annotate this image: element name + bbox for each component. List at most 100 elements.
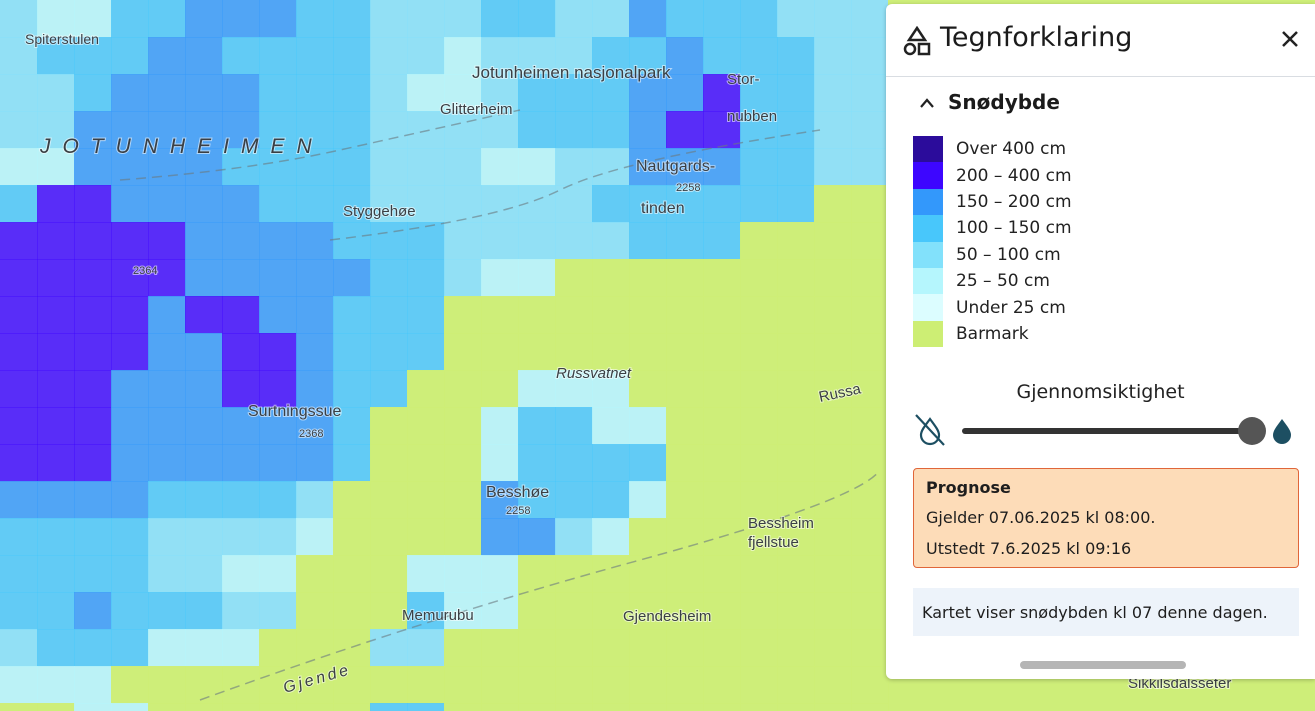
- snow-cell: [0, 333, 38, 371]
- snow-cell: [370, 481, 408, 519]
- snow-cell: [518, 259, 556, 297]
- legend-icon: [903, 26, 931, 56]
- snow-cell: [703, 296, 741, 334]
- snow-cell: [148, 370, 186, 408]
- height-label: 2258: [506, 505, 530, 517]
- opaque-icon: [1273, 419, 1291, 444]
- snow-cell: [0, 481, 38, 519]
- height-label: 2368: [299, 428, 323, 440]
- snow-cell: [296, 555, 334, 593]
- snow-cell: [259, 74, 297, 112]
- snow-cell: [703, 148, 741, 186]
- snow-cell: [259, 148, 297, 186]
- snow-cell: [296, 481, 334, 519]
- snow-cell: [629, 296, 667, 334]
- legend-swatch: [913, 267, 943, 295]
- snow-cell: [222, 111, 260, 149]
- snow-cell: [185, 592, 223, 630]
- snow-cell: [629, 259, 667, 297]
- snow-cell: [222, 185, 260, 223]
- snow-cell: [148, 444, 186, 482]
- snow-cell: [296, 259, 334, 297]
- place-label: Stor-: [727, 71, 760, 88]
- snow-cell: [592, 518, 630, 556]
- snow-cell: [666, 629, 704, 667]
- snow-cell: [740, 111, 778, 149]
- snow-cell: [370, 666, 408, 704]
- legend-item: Over 400 cm: [913, 136, 1072, 163]
- close-button[interactable]: [1281, 30, 1299, 48]
- snow-cell: [185, 296, 223, 334]
- slider-knob[interactable]: [1238, 417, 1266, 445]
- snow-cell: [296, 444, 334, 482]
- place-label: Glitterheim: [440, 101, 513, 118]
- snow-cell: [666, 74, 704, 112]
- snow-cell: [703, 222, 741, 260]
- snow-cell: [296, 333, 334, 371]
- snow-cell: [518, 37, 556, 75]
- snow-cell: [185, 0, 223, 38]
- place-label: Gjendesheim: [623, 608, 711, 625]
- snow-cell: [851, 444, 889, 482]
- snow-cell: [666, 0, 704, 38]
- snow-cell: [666, 333, 704, 371]
- snow-cell: [0, 703, 38, 711]
- snow-cell: [185, 74, 223, 112]
- section-title[interactable]: Snødybde: [948, 90, 1060, 114]
- snow-cell: [185, 555, 223, 593]
- snow-cell: [0, 629, 38, 667]
- snow-cell: [592, 481, 630, 519]
- snow-cell: [148, 148, 186, 186]
- snow-cell: [259, 259, 297, 297]
- snow-cell: [666, 111, 704, 149]
- height-label: 2258: [676, 182, 700, 194]
- snow-cell: [111, 481, 149, 519]
- snow-cell: [814, 259, 852, 297]
- snow-cell: [851, 703, 889, 711]
- snow-cell: [592, 555, 630, 593]
- snow-cell: [851, 629, 889, 667]
- snow-cell: [851, 222, 889, 260]
- snow-cell: [185, 518, 223, 556]
- snow-cell: [555, 222, 593, 260]
- snow-cell: [185, 148, 223, 186]
- snow-cell: [444, 407, 482, 445]
- snow-cell: [111, 296, 149, 334]
- snow-cell: [814, 111, 852, 149]
- legend-label: Barmark: [956, 323, 1029, 344]
- snow-cell: [703, 703, 741, 711]
- snow-cell: [185, 481, 223, 519]
- snow-cell: [444, 629, 482, 667]
- snow-cell: [851, 259, 889, 297]
- snow-cell: [555, 37, 593, 75]
- snow-cell: [296, 185, 334, 223]
- snow-cell: [111, 592, 149, 630]
- snow-cell: [592, 703, 630, 711]
- legend-panel: Tegnforklaring Snødybde Over 400 cm 200 –…: [886, 4, 1315, 679]
- collapse-toggle[interactable]: [919, 97, 935, 109]
- snow-cell: [296, 222, 334, 260]
- scrollbar[interactable]: [1020, 661, 1186, 669]
- snow-cell: [370, 148, 408, 186]
- snow-cell: [222, 518, 260, 556]
- snow-cell: [74, 185, 112, 223]
- snow-cell: [74, 296, 112, 334]
- snow-cell: [481, 555, 519, 593]
- snow-cell: [814, 0, 852, 38]
- info-box: Kartet viser snødybden kl 07 denne dagen…: [913, 588, 1299, 636]
- snow-cell: [740, 518, 778, 556]
- snow-cell: [740, 666, 778, 704]
- snow-cell: [444, 259, 482, 297]
- snow-cell: [814, 444, 852, 482]
- snow-cell: [74, 148, 112, 186]
- snow-cell: [37, 148, 75, 186]
- snow-cell: [666, 592, 704, 630]
- place-label: Surtningssue: [248, 403, 341, 420]
- snow-cell: [222, 296, 260, 334]
- snow-cell: [444, 666, 482, 704]
- snow-cell: [407, 444, 445, 482]
- snow-cell: [111, 111, 149, 149]
- snow-cell: [111, 703, 149, 711]
- opacity-slider[interactable]: [914, 409, 1294, 453]
- snow-cell: [481, 518, 519, 556]
